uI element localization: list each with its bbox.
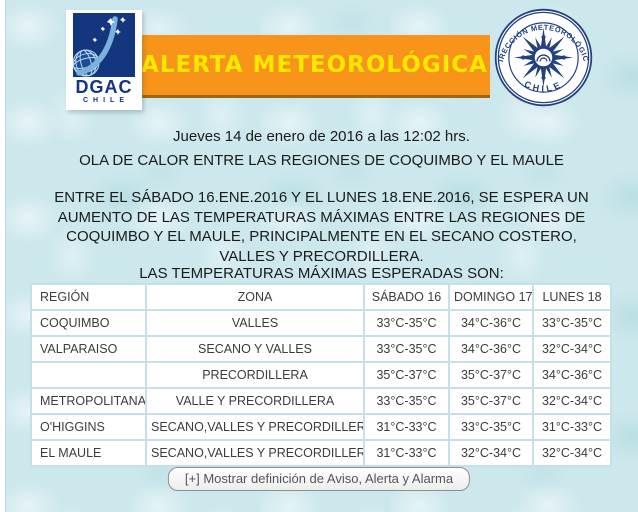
table-cell: 33°C-35°C bbox=[363, 387, 450, 415]
alert-body: ENTRE EL SÁBADO 16.ENE.2016 Y EL LUNES 1… bbox=[54, 189, 589, 265]
headline: OLA DE CALOR ENTRE LAS REGIONES DE COQUI… bbox=[79, 152, 564, 169]
column-header: DOMINGO 17 bbox=[448, 283, 534, 311]
alert-banner: ALERTA METEOROLÓGICA bbox=[139, 35, 490, 98]
table-cell: PRECORDILLERA bbox=[145, 361, 365, 389]
table-cell: 33°C-35°C bbox=[532, 309, 612, 337]
table-cell: 31°C-33°C bbox=[363, 439, 450, 467]
banner-title: ALERTA METEOROLÓGICA bbox=[141, 52, 488, 78]
table-cell: COQUIMBO bbox=[30, 309, 147, 337]
table-row: O'HIGGINS SECANO,VALLES Y PRECORDILLERA 31… bbox=[30, 413, 612, 441]
toggle-definitions-button[interactable]: [+] Mostrar definición de Aviso, Alerta … bbox=[167, 467, 471, 491]
table-cell: SECANO,VALLES Y PRECORDILLERA bbox=[145, 413, 365, 441]
table-row: PRECORDILLERA 35°C-37°C 35°C-37°C 34°C-36°C bbox=[30, 361, 612, 389]
table-cell: 35°C-37°C bbox=[448, 361, 534, 389]
table-cell: 31°C-33°C bbox=[532, 413, 612, 441]
column-header: LUNES 18 bbox=[532, 283, 612, 311]
table-row: VALPARAISO SECANO Y VALLES 33°C-35°C 34°C-3… bbox=[30, 335, 612, 363]
table-cell bbox=[30, 361, 147, 389]
dgac-logo: DGAC CHILE bbox=[66, 10, 142, 110]
table-cell: 35°C-37°C bbox=[363, 361, 450, 389]
dgac-emblem-icon bbox=[73, 13, 135, 77]
date-line: Jueves 14 de enero de 2016 a las 12:02 h… bbox=[173, 128, 470, 145]
dmc-seal-icon: DIRECCIÓN METEOROLÓGICA CHILE bbox=[494, 8, 593, 107]
svg-text:CHILE: CHILE bbox=[523, 79, 564, 94]
table-head: REGIÓN ZONA SÁBADO 16 DOMINGO 17 LUNES 18 bbox=[30, 283, 612, 311]
column-header: SÁBADO 16 bbox=[363, 283, 450, 311]
dgac-country: CHILE bbox=[83, 97, 129, 104]
table-cell: 34°C-36°C bbox=[532, 361, 612, 389]
table-cell: SECANO Y VALLES bbox=[145, 335, 365, 363]
table-intro: LAS TEMPERATURAS MÁXIMAS ESPERADAS SON: bbox=[139, 265, 504, 282]
temperature-table: REGIÓN ZONA SÁBADO 16 DOMINGO 17 LUNES 18 CO… bbox=[30, 283, 612, 467]
table-row: COQUIMBO VALLES 33°C-35°C 34°C-36°C 33°C-35°… bbox=[30, 309, 612, 337]
table-cell: 34°C-36°C bbox=[448, 335, 534, 363]
table-cell: EL MAULE bbox=[30, 439, 147, 467]
table-body: COQUIMBO VALLES 33°C-35°C 34°C-36°C 33°C-35°… bbox=[30, 309, 612, 467]
table-cell: 33°C-35°C bbox=[363, 309, 450, 337]
table-cell: 32°C-34°C bbox=[532, 439, 612, 467]
table-cell: O'HIGGINS bbox=[30, 413, 147, 441]
table-cell: SECANO,VALLES Y PRECORDILLERA bbox=[145, 439, 365, 467]
table-cell: VALLES bbox=[145, 309, 365, 337]
table-cell: 33°C-35°C bbox=[363, 335, 450, 363]
table-cell: 32°C-34°C bbox=[448, 439, 534, 467]
table-cell: 33°C-35°C bbox=[448, 413, 534, 441]
column-header: REGIÓN bbox=[30, 283, 147, 311]
left-margin-strip bbox=[0, 0, 6, 512]
table-cell: VALPARAISO bbox=[30, 335, 147, 363]
seal-bottom-text: CHILE bbox=[523, 79, 561, 94]
dgac-acronym: DGAC bbox=[75, 77, 133, 97]
table-cell: 31°C-33°C bbox=[363, 413, 450, 441]
table-cell: 35°C-37°C bbox=[448, 387, 534, 415]
table-cell: 32°C-34°C bbox=[532, 387, 612, 415]
table-row: METROPOLITANA VALLE Y PRECORDILLERA 33°C-3… bbox=[30, 387, 612, 415]
table-row: EL MAULE SECANO,VALLES Y PRECORDILLERA 31°… bbox=[30, 439, 612, 467]
header-row: REGIÓN ZONA SÁBADO 16 DOMINGO 17 LUNES 18 bbox=[30, 283, 612, 311]
table-cell: 32°C-34°C bbox=[532, 335, 612, 363]
column-header: ZONA bbox=[145, 283, 365, 311]
table-cell: VALLE Y PRECORDILLERA bbox=[145, 387, 365, 415]
table-cell: 34°C-36°C bbox=[448, 309, 534, 337]
table-cell: METROPOLITANA bbox=[30, 387, 147, 415]
